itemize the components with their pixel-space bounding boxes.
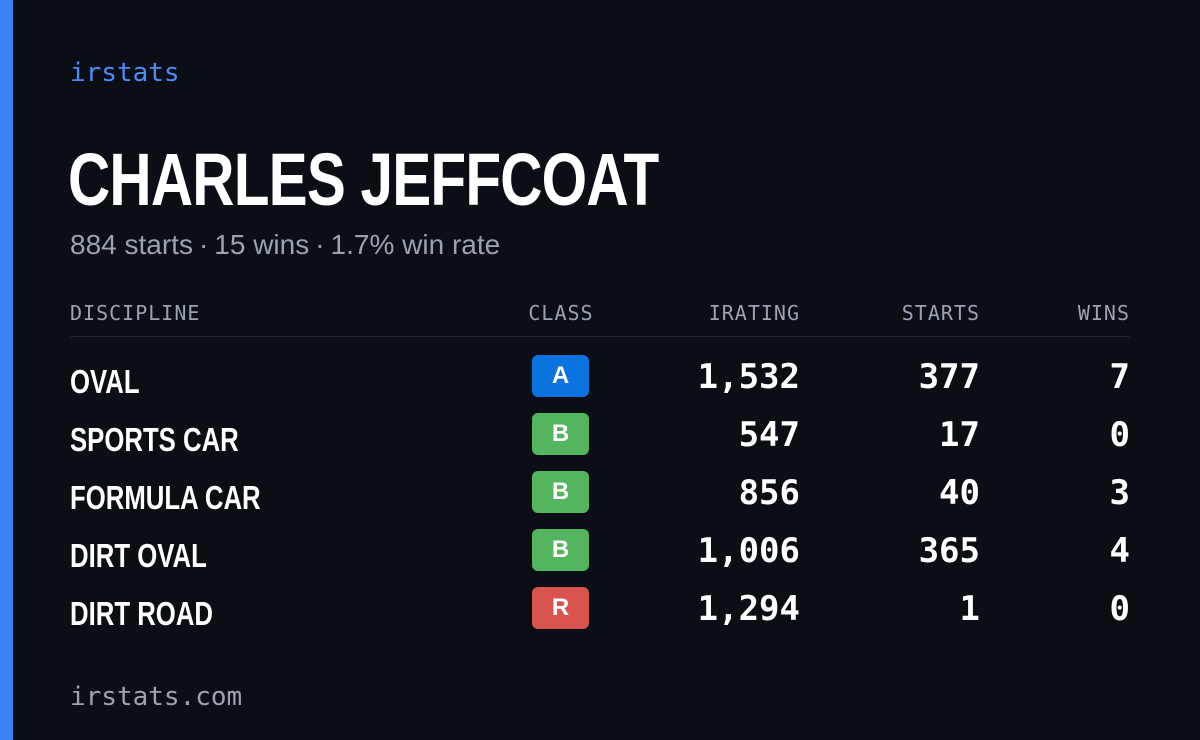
- brand-logo: irstats: [70, 58, 180, 88]
- irating-value: 1,532: [697, 357, 800, 397]
- discipline-name: SPORTS CAR: [70, 421, 239, 458]
- class-badge: B: [532, 529, 589, 571]
- starts-value: 40: [939, 473, 980, 513]
- wins-value: 3: [1109, 473, 1130, 513]
- table-row: OVAL A 1,532 377 7: [70, 354, 1130, 412]
- irating-value: 1,006: [697, 531, 800, 571]
- separator-dot: ·: [315, 229, 325, 260]
- wins-summary: 15 wins: [214, 229, 310, 260]
- starts-value: 377: [918, 357, 980, 397]
- header-irating: IRATING: [708, 301, 800, 325]
- table-body: OVAL A 1,532 377 7 SPORTS CAR B 547 17 0…: [70, 354, 1130, 644]
- header-discipline: DISCIPLINE: [70, 301, 201, 325]
- table-header: DISCIPLINE CLASS IRATING STARTS WINS: [70, 296, 1130, 337]
- accent-bar: [0, 0, 13, 740]
- header-class: CLASS: [528, 301, 594, 325]
- header-wins: WINS: [1077, 301, 1130, 325]
- class-badge: B: [532, 471, 589, 513]
- class-badge: B: [532, 413, 589, 455]
- header-starts: STARTS: [901, 301, 980, 325]
- table-row: DIRT ROAD R 1,294 1 0: [70, 586, 1130, 644]
- wins-value: 0: [1109, 415, 1130, 455]
- starts-value: 17: [939, 415, 980, 455]
- separator-dot: ·: [198, 229, 209, 260]
- starts-summary: 884 starts: [70, 229, 193, 260]
- wins-value: 0: [1109, 589, 1130, 629]
- starts-value: 365: [918, 531, 980, 571]
- irating-value: 547: [738, 415, 800, 455]
- class-badge: R: [532, 587, 589, 629]
- discipline-name: DIRT OVAL: [70, 537, 207, 574]
- table-row: SPORTS CAR B 547 17 0: [70, 412, 1130, 470]
- player-name: CHARLES JEFFCOAT: [68, 138, 659, 221]
- footer-url: irstats.com: [70, 682, 243, 712]
- player-summary: 884 starts · 15 wins · 1.7% win rate: [70, 228, 500, 262]
- discipline-name: OVAL: [70, 363, 140, 400]
- table-row: DIRT OVAL B 1,006 365 4: [70, 528, 1130, 586]
- class-badge: A: [532, 355, 589, 397]
- wins-value: 4: [1109, 531, 1130, 571]
- irating-value: 856: [738, 473, 800, 513]
- stats-table: DISCIPLINE CLASS IRATING STARTS WINS OVA…: [70, 296, 1130, 644]
- discipline-name: FORMULA CAR: [70, 479, 261, 516]
- irating-value: 1,294: [697, 589, 800, 629]
- starts-value: 1: [959, 589, 980, 629]
- table-row: FORMULA CAR B 856 40 3: [70, 470, 1130, 528]
- winrate-summary: 1.7% win rate: [330, 229, 501, 260]
- wins-value: 7: [1109, 357, 1130, 397]
- discipline-name: DIRT ROAD: [70, 595, 213, 632]
